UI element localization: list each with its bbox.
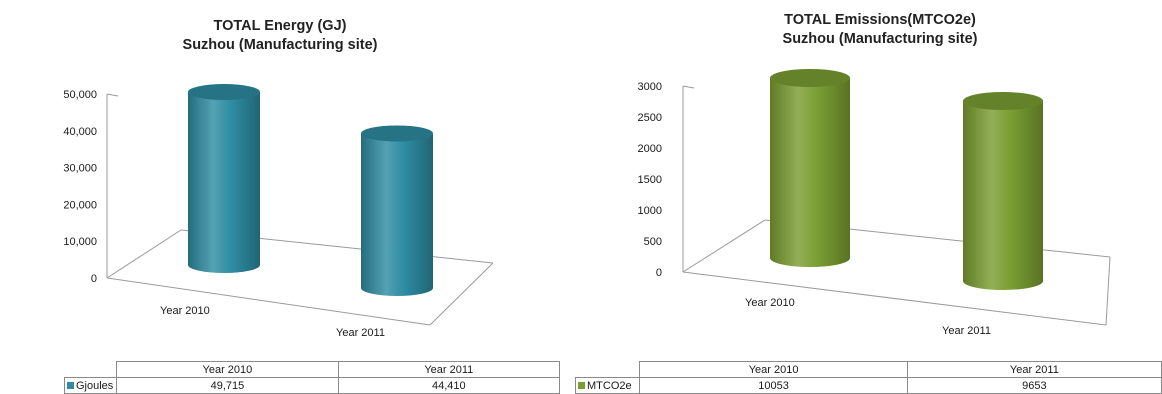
y-tick-label: 1500 xyxy=(638,174,662,186)
y-tick-label: 20,000 xyxy=(63,199,97,211)
y-tick-label: 2500 xyxy=(638,112,662,124)
table-cell: 44,410 xyxy=(337,377,561,394)
category-label: Year 2011 xyxy=(336,327,385,339)
bar xyxy=(361,125,433,296)
series-name: Gjoules xyxy=(76,379,114,392)
chart-title-line-2: Suzhou (Manufacturing site) xyxy=(182,37,378,53)
table-header-row: Year 2010 Year 2011 xyxy=(575,361,1162,378)
table-row-label: Gjoules xyxy=(63,377,118,394)
y-tick-label: 50,000 xyxy=(63,89,97,101)
table-header-cell: Year 2010 xyxy=(639,361,908,378)
category-label: Year 2010 xyxy=(160,305,210,317)
table-row: Gjoules 49,715 44,410 xyxy=(63,377,561,394)
bar-top xyxy=(963,92,1043,110)
bar-top xyxy=(770,69,850,87)
category-label: Year 2010 xyxy=(745,297,795,309)
y-tick-label: 10,000 xyxy=(63,236,97,248)
table-cell: 49,715 xyxy=(116,377,339,394)
table-corner xyxy=(575,361,641,378)
table-header-cell: Year 2011 xyxy=(337,361,561,378)
chart-title-line-1: TOTAL Emissions(MTCO2e) xyxy=(784,12,976,28)
chart-title-line-1: TOTAL Energy (GJ) xyxy=(213,18,347,34)
legend-key xyxy=(578,381,585,389)
bars xyxy=(770,69,1043,290)
y-axis-ticks: 0 500 1000 1500 2000 2500 3000 xyxy=(638,81,662,279)
plot-frame xyxy=(106,93,494,326)
chart-title: TOTAL Energy (GJ) Suzhou (Manufacturing … xyxy=(120,17,440,55)
table-header-cell: Year 2011 xyxy=(906,361,1162,378)
y-tick-label: 500 xyxy=(644,236,662,248)
y-tick-label: 30,000 xyxy=(63,163,97,175)
bar xyxy=(770,69,850,267)
bars xyxy=(188,83,433,296)
y-tick-label: 0 xyxy=(656,267,662,279)
y-tick-label: 2000 xyxy=(638,143,662,155)
series-name: MTCO2e xyxy=(587,379,632,392)
data-table: Year 2010 Year 2011 Gjoules 49,715 44,41… xyxy=(63,361,561,394)
y-tick-label: 0 xyxy=(91,273,97,285)
y-tick-label: 40,000 xyxy=(63,126,97,138)
bar-body xyxy=(188,91,260,274)
bar-top xyxy=(361,125,433,142)
y-tick-label: 1000 xyxy=(638,205,662,217)
table-corner xyxy=(64,361,118,378)
emissions-chart-panel: TOTAL Emissions(MTCO2e) Suzhou (Manufact… xyxy=(570,0,1162,394)
bar xyxy=(188,83,260,274)
bar xyxy=(963,92,1043,290)
bar-top xyxy=(188,83,260,100)
bar-body xyxy=(770,78,850,267)
bar-body xyxy=(963,101,1043,290)
y-tick-label: 3000 xyxy=(638,81,662,93)
bar-body xyxy=(361,133,433,296)
plot-frame xyxy=(682,85,1111,326)
table-cell: 9653 xyxy=(906,377,1162,394)
energy-chart-plot: 0 10,000 20,000 30,000 40,000 50,000 Year 201… xyxy=(63,83,494,339)
legend-key xyxy=(67,381,74,389)
category-label: Year 2011 xyxy=(942,325,991,337)
table-header-row: Year 2010 Year 2011 xyxy=(64,361,561,378)
emissions-chart-plot: 0 500 1000 1500 2000 2500 3000 Year 2010 Year … xyxy=(638,69,1111,337)
table-cell: 10053 xyxy=(639,377,908,394)
table-row: MTCO2e 10053 9653 xyxy=(574,377,1162,394)
energy-chart-panel: TOTAL Energy (GJ) Suzhou (Manufacturing … xyxy=(0,0,561,394)
data-table: Year 2010 Year 2011 MTCO2e 10053 9653 xyxy=(574,361,1162,394)
chart-title-line-2: Suzhou (Manufacturing site) xyxy=(782,31,978,47)
y-axis-ticks: 0 10,000 20,000 30,000 40,000 50,000 xyxy=(63,89,97,285)
chart-title: TOTAL Emissions(MTCO2e) Suzhou (Manufact… xyxy=(720,11,1040,49)
table-header-cell: Year 2010 xyxy=(116,361,339,378)
table-row-label: MTCO2e xyxy=(574,377,641,394)
